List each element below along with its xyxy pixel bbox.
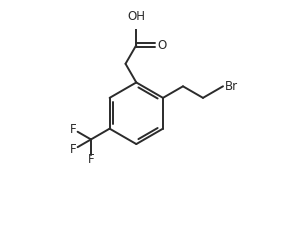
Text: O: O — [157, 39, 166, 52]
Text: OH: OH — [127, 10, 145, 23]
Text: F: F — [88, 153, 94, 166]
Text: F: F — [70, 123, 77, 136]
Text: Br: Br — [225, 80, 238, 93]
Text: F: F — [70, 143, 77, 156]
